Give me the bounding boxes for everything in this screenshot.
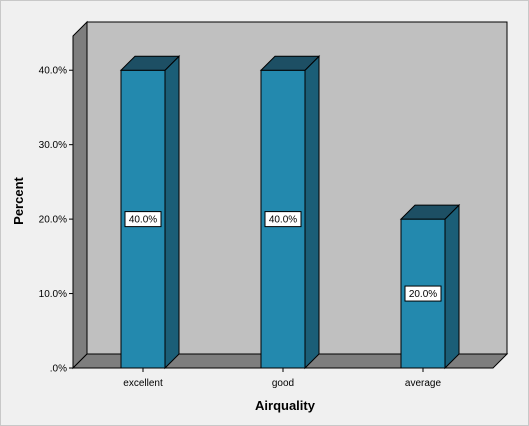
y-axis-title: Percent [11, 176, 26, 224]
y-axis: .0% 10.0% 20.0% 30.0% 40.0% [39, 36, 74, 375]
data-label: 40.0% [269, 215, 297, 226]
bar-side [304, 55, 320, 370]
x-axis: excellent good average [73, 367, 493, 389]
bar-excellent: 40.0% [119, 55, 181, 370]
data-label-box [124, 211, 162, 228]
bars: 40.0% 40.0% 20.0% [119, 55, 461, 370]
y-tick-label: .0% [50, 364, 67, 375]
y-tick-label: 20.0% [39, 215, 67, 226]
y-tick-label: 10.0% [39, 289, 67, 300]
data-label-box [404, 285, 442, 302]
plot-left-wall [72, 20, 88, 370]
y-tick-label: 40.0% [39, 66, 67, 77]
data-label-box [264, 211, 302, 228]
bar-top [399, 204, 461, 220]
data-label: 40.0% [129, 215, 157, 226]
bar-top [259, 55, 321, 71]
bar-side [444, 203, 460, 370]
x-axis-title: Airquality [255, 398, 316, 413]
bar-average: 20.0% [399, 203, 461, 370]
y-tick-label: 30.0% [39, 140, 67, 151]
bar-top [119, 55, 181, 71]
x-tick-label: excellent [123, 378, 163, 389]
x-tick-label: good [272, 378, 294, 389]
x-tick-label: average [405, 378, 442, 389]
data-label: 20.0% [409, 289, 437, 300]
bar-side [164, 55, 180, 370]
bar-good: 40.0% [259, 55, 321, 370]
